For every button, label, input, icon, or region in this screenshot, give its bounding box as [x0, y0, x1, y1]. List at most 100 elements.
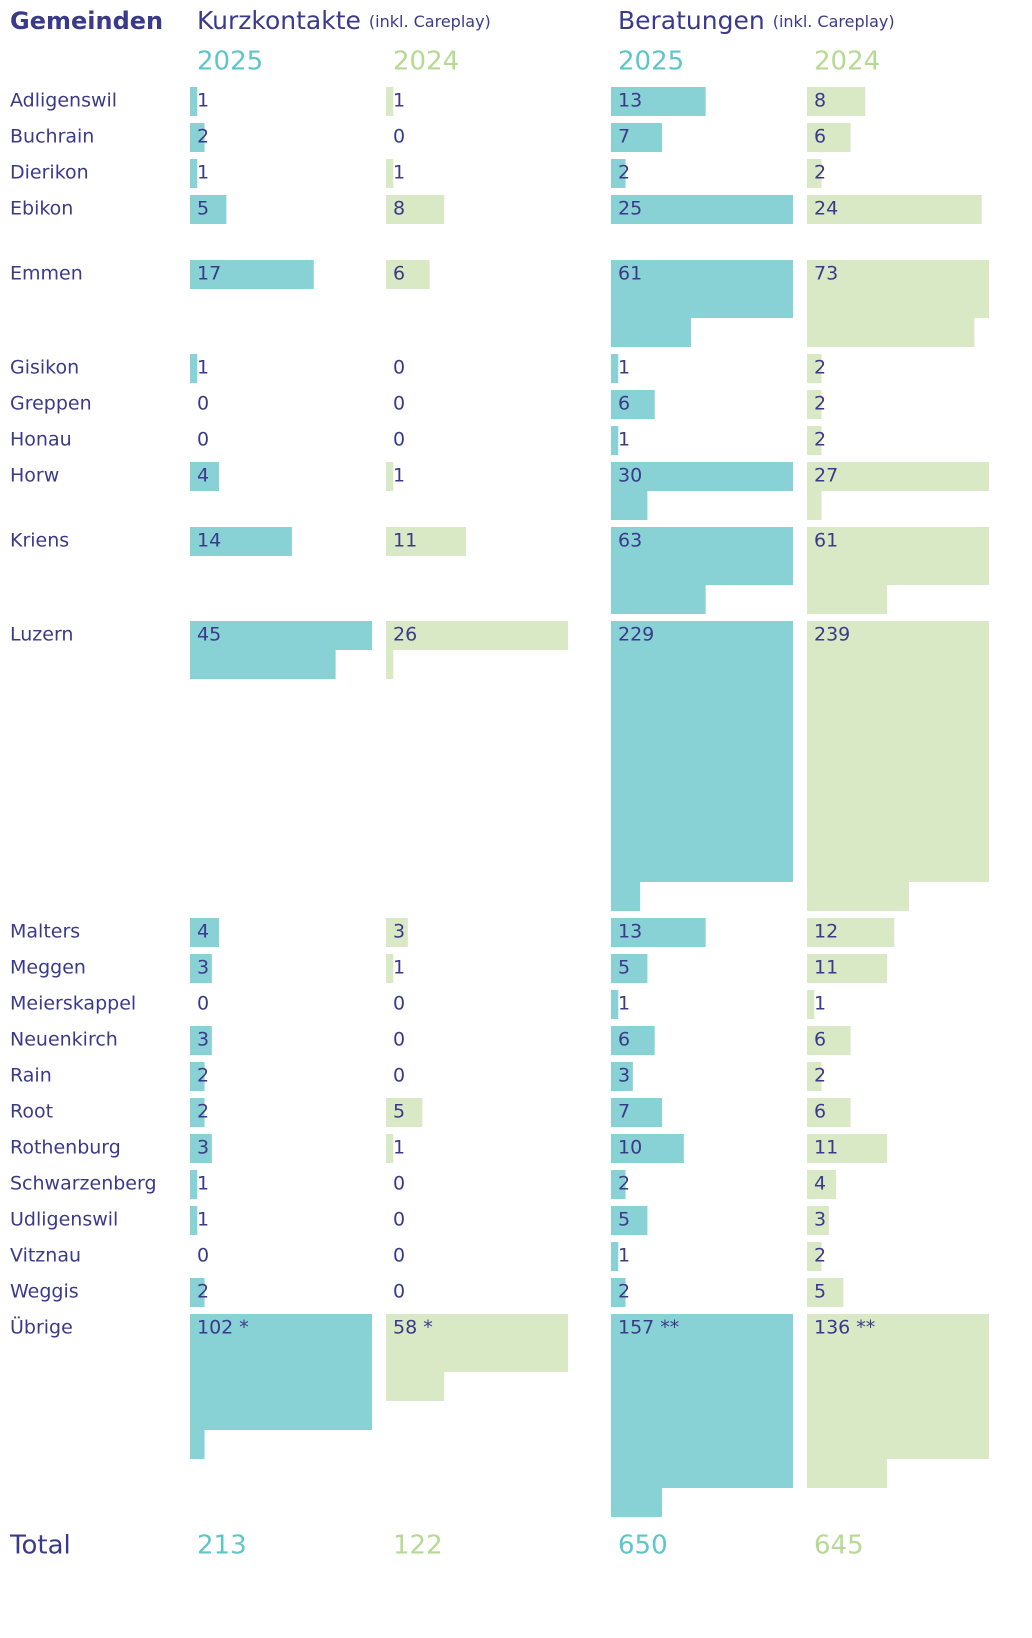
- bar: [611, 1206, 648, 1235]
- value-label: 14: [197, 530, 221, 552]
- value-label: 7: [618, 126, 630, 148]
- value-label: 1: [393, 465, 405, 487]
- value-label: 11: [814, 1137, 838, 1159]
- bar: [190, 1278, 205, 1307]
- value-label: 45: [197, 624, 221, 646]
- bar: [190, 1170, 198, 1199]
- bar: [807, 621, 989, 911]
- value-label: 2: [618, 1173, 630, 1195]
- value-label: 8: [814, 90, 826, 112]
- bar: [386, 1098, 423, 1127]
- bar: [611, 159, 626, 188]
- value-label: 8: [393, 198, 405, 220]
- bar: [807, 159, 822, 188]
- value-label: 136 **: [814, 1317, 875, 1339]
- bar: [807, 527, 989, 614]
- value-label: 4: [814, 1173, 826, 1195]
- value-label: 3: [197, 1137, 209, 1159]
- row-label: Adligenswil: [10, 90, 117, 112]
- value-label: 24: [814, 198, 838, 220]
- value-label: 1: [197, 1209, 209, 1231]
- value-label: 0: [197, 393, 209, 415]
- value-label: 1: [814, 993, 826, 1015]
- row-label: Ebikon: [10, 198, 73, 220]
- value-label: 3: [814, 1209, 826, 1231]
- group-title: Beratungen (inkl. Careplay): [618, 6, 895, 35]
- value-label: 0: [197, 1245, 209, 1267]
- bar: [190, 87, 198, 116]
- value-label: 5: [197, 198, 209, 220]
- bar: [190, 260, 314, 289]
- value-label: 0: [393, 126, 405, 148]
- bar: [611, 1278, 626, 1307]
- value-label: 0: [393, 1173, 405, 1195]
- bar: [386, 621, 568, 679]
- bar: [190, 918, 220, 947]
- value-label: 2: [814, 393, 826, 415]
- value-label: 6: [814, 1029, 826, 1051]
- bar: [611, 1314, 793, 1517]
- group-title: Kurzkontakte (inkl. Careplay): [197, 6, 491, 35]
- value-label: 157 **: [618, 1317, 679, 1339]
- value-label: 2: [814, 1245, 826, 1267]
- bar: [386, 87, 394, 116]
- value-label: 3: [197, 1029, 209, 1051]
- row-label: Meierskappel: [10, 993, 136, 1015]
- value-label: 0: [393, 1029, 405, 1051]
- value-label: 6: [393, 263, 405, 285]
- value-label: 0: [393, 993, 405, 1015]
- bar: [807, 462, 989, 520]
- value-label: 73: [814, 263, 838, 285]
- bar: [190, 159, 198, 188]
- value-label: 17: [197, 263, 221, 285]
- bar: [190, 1134, 212, 1163]
- bar: [386, 918, 408, 947]
- value-label: 2: [197, 1281, 209, 1303]
- bar: [807, 918, 895, 947]
- value-label: 58 *: [393, 1317, 433, 1339]
- bar: [190, 354, 198, 383]
- value-label: 1: [197, 1173, 209, 1195]
- bar: [807, 1134, 888, 1163]
- value-label: 239: [814, 624, 850, 646]
- bar: [386, 195, 445, 224]
- title: Gemeinden: [10, 7, 163, 35]
- value-label: 0: [393, 429, 405, 451]
- bar: [807, 1062, 822, 1091]
- value-label: 5: [393, 1101, 405, 1123]
- value-label: 229: [618, 624, 654, 646]
- row-label: Udligenswil: [10, 1209, 118, 1231]
- bar: [190, 462, 220, 491]
- value-label: 30: [618, 465, 642, 487]
- value-label: 2: [814, 162, 826, 184]
- value-label: 1: [393, 957, 405, 979]
- value-label: 2: [618, 162, 630, 184]
- value-label: 2: [197, 126, 209, 148]
- row-label: Malters: [10, 921, 80, 943]
- bar: [611, 426, 619, 455]
- value-label: 13: [618, 90, 642, 112]
- value-label: 2: [814, 357, 826, 379]
- bar: [611, 1062, 633, 1091]
- row-label: Horw: [10, 465, 59, 487]
- row-label: Kriens: [10, 530, 69, 552]
- bar: [611, 260, 793, 347]
- value-label: 1: [618, 357, 630, 379]
- bar: [807, 1206, 829, 1235]
- value-label: 1: [393, 90, 405, 112]
- year-header: 2025: [618, 47, 684, 77]
- value-label: 1: [197, 162, 209, 184]
- bar: [190, 1026, 212, 1055]
- value-label: 7: [618, 1101, 630, 1123]
- bar: [611, 195, 793, 224]
- value-label: 1: [618, 1245, 630, 1267]
- bar: [807, 1278, 844, 1307]
- year-header: 2025: [197, 47, 263, 77]
- bar: [807, 1314, 989, 1488]
- bar: [190, 1314, 372, 1459]
- value-label: 26: [393, 624, 417, 646]
- row-label: Greppen: [10, 393, 92, 415]
- row-label: Root: [10, 1101, 53, 1123]
- bar: [190, 1098, 205, 1127]
